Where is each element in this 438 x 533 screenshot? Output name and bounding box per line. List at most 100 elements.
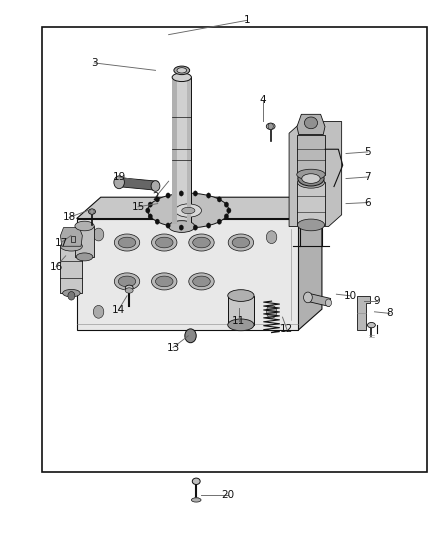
Circle shape <box>268 123 273 130</box>
Text: 5: 5 <box>364 147 371 157</box>
Circle shape <box>93 228 104 241</box>
Text: 9: 9 <box>373 296 380 306</box>
Ellipse shape <box>118 276 136 287</box>
Ellipse shape <box>175 204 201 217</box>
Ellipse shape <box>297 219 325 231</box>
Ellipse shape <box>148 193 229 228</box>
Ellipse shape <box>189 234 214 251</box>
Ellipse shape <box>60 241 82 251</box>
Circle shape <box>224 202 229 207</box>
Text: 2: 2 <box>152 192 159 202</box>
Polygon shape <box>77 219 298 330</box>
Ellipse shape <box>63 289 80 297</box>
Polygon shape <box>117 177 159 190</box>
Circle shape <box>148 214 152 219</box>
Circle shape <box>166 223 170 228</box>
Ellipse shape <box>75 221 94 231</box>
Bar <box>228 295 254 325</box>
Circle shape <box>224 214 229 219</box>
Circle shape <box>148 202 152 207</box>
Text: 12: 12 <box>280 325 293 334</box>
Ellipse shape <box>304 117 318 129</box>
Circle shape <box>166 193 170 198</box>
Ellipse shape <box>193 276 210 287</box>
Bar <box>187 77 191 224</box>
Polygon shape <box>297 135 325 175</box>
Ellipse shape <box>114 273 140 290</box>
Ellipse shape <box>297 176 325 188</box>
Ellipse shape <box>177 68 187 73</box>
Circle shape <box>185 329 196 343</box>
Polygon shape <box>71 236 75 242</box>
Ellipse shape <box>367 322 375 328</box>
Ellipse shape <box>172 73 191 82</box>
Circle shape <box>93 305 104 318</box>
Ellipse shape <box>182 207 195 214</box>
Ellipse shape <box>174 66 190 75</box>
Text: 14: 14 <box>112 305 125 315</box>
Ellipse shape <box>228 234 254 251</box>
Polygon shape <box>307 293 331 306</box>
Ellipse shape <box>155 237 173 248</box>
Circle shape <box>266 305 277 318</box>
Circle shape <box>217 197 222 202</box>
Circle shape <box>304 292 312 303</box>
Ellipse shape <box>125 285 133 290</box>
Ellipse shape <box>169 221 195 232</box>
Ellipse shape <box>266 123 275 130</box>
Ellipse shape <box>76 253 93 261</box>
Circle shape <box>114 176 124 189</box>
Bar <box>42 27 427 472</box>
Text: 10: 10 <box>344 291 357 301</box>
Polygon shape <box>297 115 325 135</box>
Text: 8: 8 <box>386 309 393 318</box>
Bar <box>60 246 82 293</box>
Text: 19: 19 <box>113 172 126 182</box>
Text: 18: 18 <box>63 213 76 222</box>
Polygon shape <box>75 226 94 257</box>
Polygon shape <box>357 296 370 330</box>
Circle shape <box>179 225 184 230</box>
Circle shape <box>325 299 332 306</box>
Circle shape <box>155 197 159 202</box>
Circle shape <box>68 292 75 300</box>
Ellipse shape <box>192 478 200 484</box>
Circle shape <box>206 193 211 198</box>
Ellipse shape <box>297 169 325 180</box>
Text: 3: 3 <box>91 58 98 68</box>
Circle shape <box>151 181 160 191</box>
Ellipse shape <box>232 237 250 248</box>
Polygon shape <box>297 182 325 225</box>
Ellipse shape <box>155 276 173 287</box>
Circle shape <box>90 209 94 214</box>
Circle shape <box>266 231 277 244</box>
Ellipse shape <box>152 273 177 290</box>
Text: 1: 1 <box>244 15 251 25</box>
Circle shape <box>193 225 198 230</box>
Ellipse shape <box>189 273 214 290</box>
Text: 11: 11 <box>232 316 245 326</box>
Ellipse shape <box>302 174 320 183</box>
Polygon shape <box>298 197 322 330</box>
Ellipse shape <box>228 319 254 330</box>
Circle shape <box>155 219 159 224</box>
Circle shape <box>217 219 222 224</box>
Text: 15: 15 <box>131 202 145 212</box>
Ellipse shape <box>88 209 95 214</box>
Text: 13: 13 <box>166 343 180 352</box>
Text: 6: 6 <box>364 198 371 207</box>
Ellipse shape <box>118 237 136 248</box>
Ellipse shape <box>298 171 324 186</box>
Ellipse shape <box>193 237 210 248</box>
Bar <box>172 77 177 224</box>
Text: 7: 7 <box>364 172 371 182</box>
Polygon shape <box>77 197 322 219</box>
Ellipse shape <box>114 234 140 251</box>
Text: 4: 4 <box>259 95 266 105</box>
Circle shape <box>206 223 211 228</box>
Circle shape <box>179 191 184 196</box>
Ellipse shape <box>152 234 177 251</box>
Text: 17: 17 <box>55 238 68 247</box>
Ellipse shape <box>228 290 254 302</box>
Circle shape <box>227 208 231 213</box>
